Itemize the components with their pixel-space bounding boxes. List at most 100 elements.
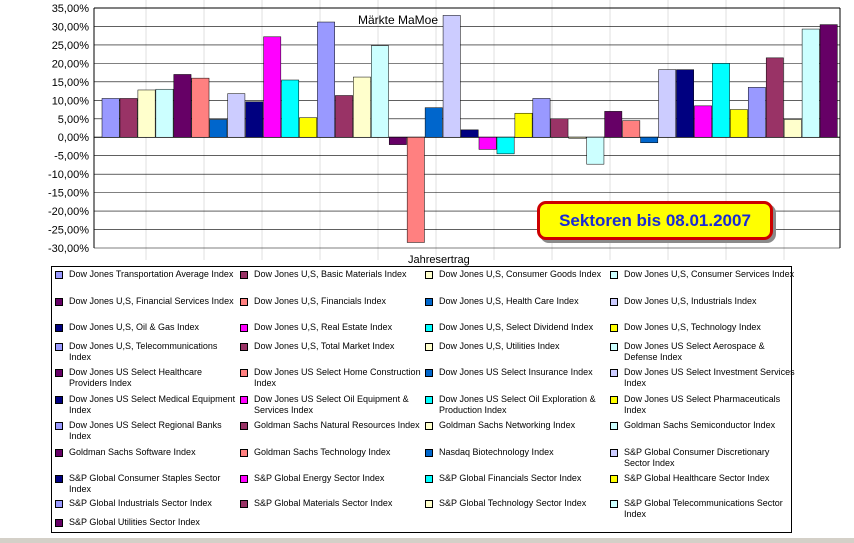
y-tick-label: 25,00% bbox=[52, 40, 90, 52]
legend-item: Dow Jones Transportation Average Index bbox=[55, 269, 240, 280]
bar bbox=[550, 118, 569, 138]
legend-swatch bbox=[240, 271, 248, 279]
legend-swatch bbox=[55, 519, 63, 527]
legend-swatch bbox=[55, 369, 63, 377]
bar bbox=[801, 28, 820, 138]
bar bbox=[371, 45, 389, 138]
legend-swatch bbox=[610, 298, 618, 306]
y-tick-label: -30,00% bbox=[48, 243, 89, 255]
y-tick-label: -10,00% bbox=[48, 169, 89, 181]
legend-item: Dow Jones U,S, Financials Index bbox=[240, 296, 425, 307]
legend-swatch bbox=[610, 324, 618, 332]
legend-item: Goldman Sachs Natural Resources Index bbox=[240, 420, 425, 431]
legend-label: Dow Jones US Select Healthcare Providers… bbox=[69, 367, 203, 388]
x-axis-title: Jahresertrag bbox=[408, 254, 470, 266]
legend-label: S&P Global Technology Sector Index bbox=[439, 498, 587, 508]
bar bbox=[676, 69, 694, 138]
bar bbox=[783, 119, 802, 138]
legend-item: Dow Jones US Select Regional Banks Index bbox=[55, 420, 240, 442]
legend-swatch bbox=[425, 324, 433, 332]
bar bbox=[622, 120, 641, 138]
legend-swatch bbox=[240, 396, 248, 404]
legend-item: S&P Global Healthcare Sector Index bbox=[610, 473, 795, 484]
legend-swatch bbox=[55, 475, 63, 483]
legend-swatch bbox=[240, 422, 248, 430]
legend-label: Dow Jones U,S, Health Care Index bbox=[439, 296, 579, 306]
legend-label: S&P Global Consumer Staples Sector Index bbox=[69, 473, 221, 494]
legend-swatch bbox=[610, 475, 618, 483]
legend-label: Dow Jones U,S, Select Dividend Index bbox=[439, 322, 594, 332]
legend-swatch bbox=[55, 449, 63, 457]
bar bbox=[191, 77, 210, 138]
legend-item: Dow Jones US Select Insurance Index bbox=[425, 367, 610, 378]
legend-item: S&P Global Consumer Staples Sector Index bbox=[55, 473, 240, 495]
y-tick-label: 30,00% bbox=[52, 21, 90, 33]
bar bbox=[245, 101, 264, 138]
legend-swatch bbox=[425, 500, 433, 508]
legend-label: Dow Jones U,S, Consumer Goods Index bbox=[439, 269, 602, 279]
legend-swatch bbox=[55, 396, 63, 404]
legend-label: Goldman Sachs Networking Index bbox=[439, 420, 576, 430]
bar bbox=[586, 136, 605, 165]
annotation-box: Sektoren bis 08.01.2007 bbox=[537, 201, 773, 240]
legend-item: S&P Global Telecommunications Sector Ind… bbox=[610, 498, 795, 520]
legend-label: Dow Jones U,S, Financials Index bbox=[254, 296, 387, 306]
legend-swatch bbox=[425, 369, 433, 377]
bar bbox=[155, 88, 174, 138]
legend-swatch bbox=[55, 500, 63, 508]
legend-item: Dow Jones U,S, Select Dividend Index bbox=[425, 322, 610, 333]
legend-swatch bbox=[425, 271, 433, 279]
bar bbox=[640, 136, 659, 144]
legend-label: Dow Jones U,S, Technology Index bbox=[624, 322, 761, 332]
legend-label: Dow Jones U,S, Oil & Gas Index bbox=[69, 322, 200, 332]
y-tick-label: 10,00% bbox=[52, 95, 90, 107]
legend-label: Dow Jones US Select Investment Services … bbox=[624, 367, 795, 388]
legend-label: Dow Jones Transportation Average Index bbox=[69, 269, 234, 279]
y-tick-label: 5,00% bbox=[58, 114, 89, 126]
legend-swatch bbox=[55, 422, 63, 430]
bar bbox=[263, 36, 282, 138]
chart-legend: Dow Jones Transportation Average Index Do… bbox=[51, 266, 795, 533]
legend-swatch bbox=[425, 449, 433, 457]
legend-label: S&P Global Consumer Discretionary Sector… bbox=[624, 447, 770, 468]
legend-label: Dow Jones US Select Pharmaceuticals Inde… bbox=[624, 394, 781, 415]
legend-item: Nasdaq Biotechnology Index bbox=[425, 447, 610, 458]
bar bbox=[227, 93, 246, 138]
bar bbox=[712, 63, 730, 138]
bar bbox=[406, 136, 425, 243]
legend-item: Dow Jones U,S, Utilities Index bbox=[425, 341, 610, 352]
legend-item: Dow Jones U,S, Technology Index bbox=[610, 322, 795, 333]
legend-label: Dow Jones U,S, Basic Materials Index bbox=[254, 269, 407, 279]
legend-swatch bbox=[240, 500, 248, 508]
bar bbox=[460, 129, 479, 138]
legend-label: S&P Global Financials Sector Index bbox=[439, 473, 582, 483]
legend-swatch bbox=[55, 324, 63, 332]
legend-item: Dow Jones U,S, Consumer Goods Index bbox=[425, 269, 610, 280]
legend-item: Dow Jones U,S, Basic Materials Index bbox=[240, 269, 425, 280]
bar bbox=[532, 98, 551, 138]
bar bbox=[173, 74, 192, 138]
legend-label: Dow Jones US Select Medical Equipment In… bbox=[69, 394, 236, 415]
y-tick-label: -15,00% bbox=[48, 188, 89, 200]
legend-item: Dow Jones U,S, Financial Services Index bbox=[55, 296, 240, 307]
legend-item: Goldman Sachs Networking Index bbox=[425, 420, 610, 431]
y-tick-label: 35,00% bbox=[52, 3, 90, 15]
bar bbox=[478, 136, 497, 150]
legend-item: Dow Jones US Select Investment Services … bbox=[610, 367, 795, 389]
legend-swatch bbox=[240, 343, 248, 351]
bar bbox=[101, 98, 120, 138]
bar bbox=[765, 57, 784, 138]
legend-item: Goldman Sachs Technology Index bbox=[240, 447, 425, 458]
bar bbox=[388, 136, 407, 145]
legend-label: Goldman Sachs Technology Index bbox=[254, 447, 391, 457]
legend-label: Dow Jones US Select Oil Exploration & Pr… bbox=[439, 394, 596, 415]
legend-label: S&P Global Industrials Sector Index bbox=[69, 498, 212, 508]
bar bbox=[299, 117, 317, 138]
legend-swatch bbox=[240, 324, 248, 332]
legend-label: Dow Jones U,S, Consumer Services Index bbox=[624, 269, 795, 279]
legend-item: Dow Jones US Select Aerospace & Defense … bbox=[610, 341, 795, 363]
bar bbox=[209, 119, 228, 138]
legend-item: S&P Global Financials Sector Index bbox=[425, 473, 610, 484]
legend-item: S&P Global Technology Sector Index bbox=[425, 498, 610, 509]
legend-item: Dow Jones U,S, Total Market Index bbox=[240, 341, 425, 352]
